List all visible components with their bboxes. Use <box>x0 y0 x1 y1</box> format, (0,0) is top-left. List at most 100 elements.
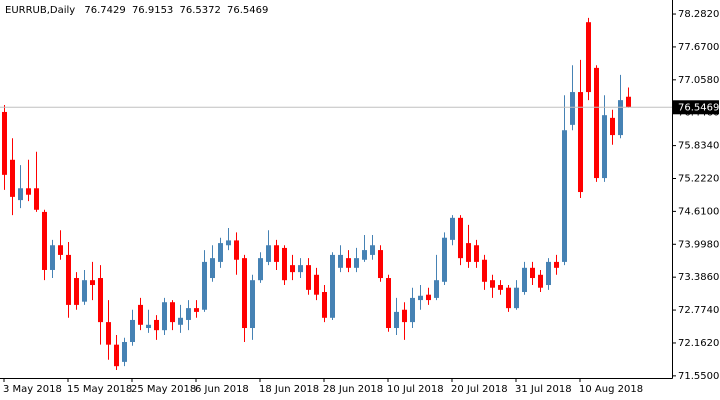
header-low: 76.5372 <box>179 5 220 16</box>
candle-body <box>362 250 367 260</box>
candle-body <box>370 245 375 255</box>
candle-body <box>314 274 319 295</box>
candle-body <box>570 92 575 125</box>
candle-body <box>322 292 327 318</box>
candle-body <box>130 319 135 342</box>
x-tick-label: 31 Jul 2018 <box>515 384 572 395</box>
candle-body <box>418 295 423 301</box>
candle-body <box>146 324 151 329</box>
x-tick-label: 28 Jun 2018 <box>323 384 383 395</box>
candle-body <box>522 267 527 293</box>
candle-body <box>266 245 271 262</box>
header-open: 76.7429 <box>84 5 125 16</box>
x-tick-label: 6 Jun 2018 <box>195 384 249 395</box>
x-tick-label: 3 May 2018 <box>3 384 62 395</box>
candle-body <box>602 115 607 179</box>
candle-body <box>514 287 519 309</box>
candle-body <box>98 278 103 323</box>
x-tick-label: 20 Jul 2018 <box>451 384 508 395</box>
candle-body <box>226 240 231 246</box>
candle-body <box>586 22 591 93</box>
candle-body <box>594 67 599 179</box>
candle-body <box>170 302 175 323</box>
candle-body <box>562 130 567 262</box>
candle-body <box>178 317 183 325</box>
y-tick-label: 72.7740 <box>678 305 719 316</box>
candle-body <box>426 294 431 301</box>
candle-body <box>386 278 391 329</box>
y-tick-label: 77.6700 <box>678 42 719 53</box>
candle-body <box>474 245 479 262</box>
candle-body <box>242 258 247 329</box>
candle-body <box>210 258 215 279</box>
x-tick-label: 10 Aug 2018 <box>579 384 643 395</box>
candle-body <box>290 265 295 273</box>
symbol-title: EURRUB,Daily <box>5 5 75 16</box>
y-tick-label: 77.0580 <box>678 75 719 86</box>
y-tick-label: 71.5500 <box>678 371 719 382</box>
y-tick-label: 72.1620 <box>678 338 719 349</box>
candle-body <box>34 188 39 210</box>
candle-body <box>218 243 223 262</box>
candle-body <box>498 285 503 290</box>
candle-body <box>122 341 127 362</box>
candle-body <box>450 217 455 240</box>
candle-body <box>618 100 623 136</box>
candle-body <box>18 188 23 201</box>
candle-body <box>114 344 119 367</box>
candle-body <box>394 311 399 329</box>
candle-body <box>458 217 463 259</box>
candle-body <box>282 247 287 281</box>
candle-body <box>354 258 359 268</box>
candle-body <box>610 117 615 136</box>
candle-body <box>186 308 191 320</box>
candle-body <box>50 245 55 270</box>
candle-body <box>306 265 311 290</box>
x-tick-label: 10 Jul 2018 <box>387 384 444 395</box>
candle-body <box>250 280 255 329</box>
candle-body <box>346 258 351 268</box>
candle-body <box>466 243 471 262</box>
candle-body <box>490 280 495 288</box>
candle-body <box>10 159 15 197</box>
candle-body <box>298 265 303 273</box>
header-high: 76.9153 <box>132 5 173 16</box>
x-tick-label: 18 Jun 2018 <box>259 384 319 395</box>
x-tick-label: 15 May 2018 <box>67 384 132 395</box>
candle-body <box>138 304 143 325</box>
header: EURRUB,Daily 76.7429 76.9153 76.5372 76.… <box>5 5 268 16</box>
candle-body <box>162 302 167 331</box>
candle-body <box>402 309 407 323</box>
candle-body <box>202 261 207 310</box>
candle-body <box>546 261 551 286</box>
candle-body <box>578 92 583 193</box>
candle-body <box>74 278 79 305</box>
header-close: 76.5469 <box>227 5 268 16</box>
candle-body <box>274 245 279 262</box>
candle-body <box>26 188 31 195</box>
candle-body <box>626 96 631 108</box>
candle-body <box>538 274 543 288</box>
y-tick-label: 75.8340 <box>678 141 719 152</box>
candle-body <box>506 287 511 309</box>
candle-body <box>482 259 487 282</box>
candle-body <box>530 267 535 279</box>
candle-body <box>106 322 111 345</box>
x-tick-label: 25 May 2018 <box>131 384 196 395</box>
candle-body <box>194 308 199 312</box>
y-tick-label: 74.6100 <box>678 206 719 217</box>
candle-body <box>330 254 335 318</box>
candle-body <box>82 280 87 302</box>
price-label: 76.5469 <box>678 102 719 113</box>
price-label-box <box>673 100 719 115</box>
y-tick-label: 73.9980 <box>678 239 719 250</box>
candle-body <box>2 111 7 175</box>
candle-body <box>154 319 159 331</box>
candle-body <box>554 261 559 268</box>
candle-body <box>378 250 383 279</box>
candle-body <box>434 280 439 298</box>
y-tick-label: 75.2220 <box>678 173 719 184</box>
